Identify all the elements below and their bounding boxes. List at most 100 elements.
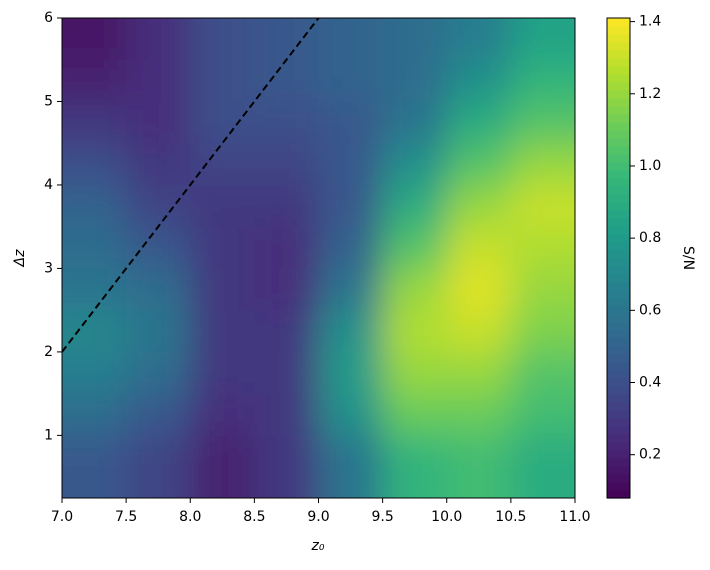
- colorbar-step: [607, 298, 630, 307]
- heatmap-cell: [446, 143, 512, 186]
- heatmap-cell: [190, 101, 255, 144]
- heatmap-cell: [318, 351, 384, 395]
- colorbar-step: [607, 34, 630, 43]
- heatmap-cell: [62, 59, 127, 102]
- heatmap-cell: [446, 268, 512, 311]
- y-tick-label: 5: [44, 93, 53, 109]
- colorbar-step: [607, 362, 630, 371]
- colorbar-step: [607, 490, 630, 499]
- colorbar-step: [607, 274, 630, 283]
- heatmap-cell: [190, 143, 255, 186]
- colorbar-step: [607, 458, 630, 467]
- colorbar-step: [607, 138, 630, 147]
- heatmap-cell: [62, 226, 127, 269]
- heatmap-cell: [446, 310, 512, 353]
- colorbar-step: [607, 82, 630, 91]
- heatmap-cell: [446, 18, 512, 61]
- colorbar-step: [607, 290, 630, 299]
- heatmap-cell: [62, 393, 127, 436]
- heatmap-cell: [190, 351, 255, 395]
- heatmap-cell: [446, 351, 512, 395]
- heatmap-cell: [318, 310, 384, 353]
- colorbar-step: [607, 226, 630, 235]
- heatmap-cell: [318, 435, 384, 498]
- heatmap-cell: [126, 18, 191, 61]
- heatmap-cell: [254, 184, 319, 228]
- colorbar-step: [607, 418, 630, 427]
- heatmap-cell: [254, 310, 319, 353]
- colorbar-step: [607, 186, 630, 195]
- heatmap-cell: [190, 435, 255, 498]
- colorbar-step: [607, 178, 630, 187]
- heatmap-cell: [126, 226, 191, 269]
- colorbar-tick-label: 0.4: [639, 375, 661, 391]
- colorbar-step: [607, 282, 630, 291]
- colorbar-step: [607, 58, 630, 67]
- colorbar-step: [607, 170, 630, 179]
- heatmap-cell: [318, 101, 384, 144]
- colorbar-step: [607, 50, 630, 59]
- colorbar-step: [607, 130, 630, 139]
- x-tick-label: 7.5: [115, 509, 137, 525]
- heatmap-cell: [254, 18, 319, 61]
- colorbar-step: [607, 466, 630, 475]
- heatmap-cell: [382, 351, 448, 395]
- colorbar-step: [607, 410, 630, 419]
- colorbar-step: [607, 66, 630, 75]
- heatmap-cell: [62, 435, 127, 498]
- heatmap-cell: [190, 59, 255, 102]
- colorbar-step: [607, 434, 630, 443]
- heatmap-cell: [190, 393, 255, 436]
- colorbar-step: [607, 450, 630, 459]
- heatmap-cell: [318, 184, 384, 228]
- colorbar-step: [607, 154, 630, 163]
- heatmap-cell: [126, 59, 191, 102]
- heatmap-cell: [382, 226, 448, 269]
- heatmap-cell: [190, 184, 255, 228]
- heatmap-cell: [318, 393, 384, 436]
- y-tick-label: 6: [44, 10, 53, 26]
- colorbar-step: [607, 314, 630, 323]
- heatmap-cell: [510, 351, 575, 395]
- heatmap-cell: [254, 143, 319, 186]
- colorbar-tick-label: 1.4: [639, 14, 661, 30]
- colorbar-step: [607, 394, 630, 403]
- colorbar-step: [607, 218, 630, 227]
- dashed-line: [62, 18, 320, 353]
- heatmap-cell: [318, 268, 384, 311]
- heatmap-cell: [382, 310, 448, 353]
- heatmap-cell: [254, 268, 319, 311]
- heatmap-cell: [126, 101, 191, 144]
- heatmap-cell: [62, 184, 127, 228]
- heatmap-cell: [510, 310, 575, 353]
- heatmap-cell: [382, 18, 448, 61]
- colorbar-step: [607, 386, 630, 395]
- colorbar-tick-label: 0.6: [639, 302, 661, 318]
- y-tick-label: 3: [44, 260, 53, 276]
- heatmap-cell: [254, 226, 319, 269]
- heatmap-cell: [62, 18, 127, 61]
- colorbar-step: [607, 114, 630, 123]
- heatmap-cell: [190, 18, 255, 61]
- colorbar-step: [607, 346, 630, 355]
- colorbar-tick-label: 0.8: [639, 230, 661, 246]
- heatmap-cell: [318, 18, 384, 61]
- colorbar-step: [607, 106, 630, 115]
- heatmap-cell: [382, 143, 448, 186]
- colorbar-label: S/N: [680, 246, 696, 270]
- colorbar-step: [607, 210, 630, 219]
- x-tick-label: 8.0: [179, 509, 201, 525]
- colorbar-tick-label: 1.0: [639, 158, 661, 174]
- heatmap-cell: [126, 268, 191, 311]
- colorbar-step: [607, 474, 630, 483]
- heatmap-cell: [254, 351, 319, 395]
- heatmap-cell: [510, 393, 575, 436]
- colorbar-step: [607, 122, 630, 131]
- colorbar-step: [607, 370, 630, 379]
- heatmap-cell: [190, 268, 255, 311]
- y-tick-label: 1: [44, 427, 53, 443]
- heatmap-cell: [254, 393, 319, 436]
- heatmap-cell: [446, 226, 512, 269]
- colorbar-step: [607, 330, 630, 339]
